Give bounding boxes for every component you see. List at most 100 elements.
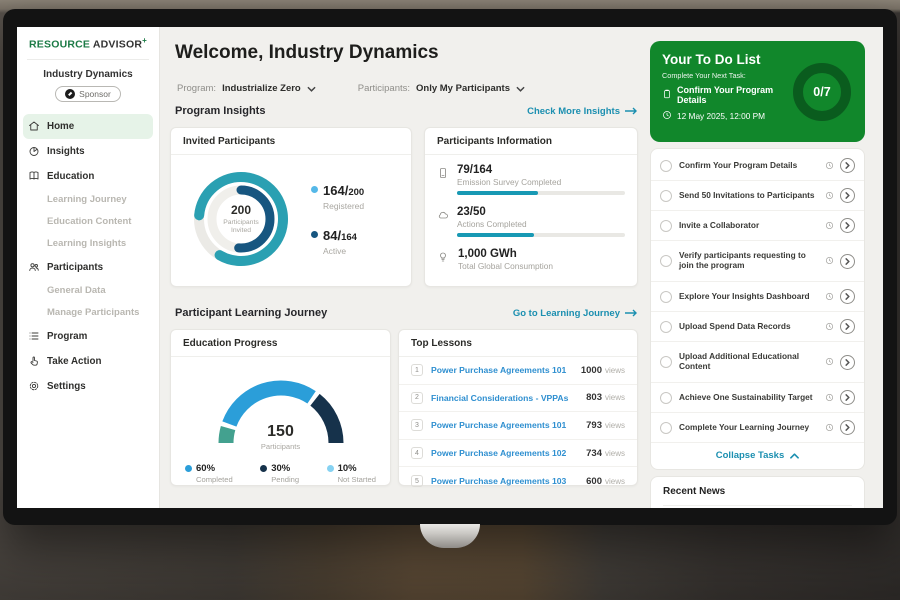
task-row[interactable]: Complete Your Learning Journey — [651, 413, 864, 443]
sponsor-badge-label: Sponsor — [79, 88, 111, 99]
sidebar: RESOURCE ADVISOR+ Industry Dynamics Spon… — [17, 27, 160, 508]
sponsor-badge[interactable]: Sponsor — [55, 85, 121, 102]
sidebar-item-manage-participants[interactable]: Manage Participants — [47, 307, 140, 318]
sidebar-item-settings[interactable]: Settings — [17, 374, 159, 399]
chevron-down-icon — [307, 79, 316, 97]
education-icon — [28, 170, 40, 182]
task-go-button[interactable] — [840, 289, 855, 304]
todo-title: Your To Do List — [662, 52, 761, 67]
participants-information-title: Participants Information — [425, 128, 637, 155]
sidebar-item-participants[interactable]: Participants — [17, 255, 159, 280]
task-checkbox[interactable] — [660, 159, 672, 172]
task-row[interactable]: Achieve One Sustainability Target — [651, 383, 864, 413]
active-dot — [311, 231, 318, 238]
sidebar-item-education-content[interactable]: Education Content — [47, 216, 132, 227]
task-due-icon — [825, 353, 834, 371]
task-checkbox[interactable] — [660, 421, 672, 434]
insights-icon — [28, 145, 40, 157]
completed-dot — [185, 465, 192, 472]
task-go-button[interactable] — [840, 319, 855, 334]
task-checkbox[interactable] — [660, 290, 672, 303]
task-checkbox[interactable] — [660, 356, 672, 368]
sidebar-item-program[interactable]: Program — [17, 324, 159, 349]
todo-next-task[interactable]: Confirm Your Program Details — [662, 85, 853, 105]
sidebar-item-learning-journey[interactable]: Learning Journey — [47, 194, 127, 205]
rank-badge: 2 — [411, 391, 423, 404]
check-more-insights-link[interactable]: Check More Insights — [527, 106, 638, 117]
lesson-link[interactable]: Power Purchase Agreements 101 — [431, 365, 567, 376]
todo-summary-card: Your To Do List Complete Your Next Task:… — [650, 41, 865, 142]
lesson-link[interactable]: Power Purchase Agreements 101 — [431, 420, 567, 431]
rank-badge: 1 — [411, 364, 423, 377]
task-row[interactable]: Explore Your Insights Dashboard — [651, 282, 864, 312]
task-checkbox[interactable] — [660, 255, 672, 267]
task-due-icon — [825, 389, 834, 407]
education-progress-title: Education Progress — [171, 330, 390, 357]
top-lessons-list: 1 Power Purchase Agreements 101 1000 vie… — [399, 357, 637, 495]
task-go-button[interactable] — [840, 158, 855, 173]
sidebar-item-education[interactable]: Education — [17, 164, 159, 189]
app-logo: RESOURCE ADVISOR+ — [17, 36, 159, 51]
gauge-center-value: 150 — [267, 423, 294, 440]
program-select[interactable]: Program: Industrialize Zero — [177, 79, 316, 97]
logo-plus: + — [142, 36, 147, 45]
task-row[interactable]: Send 50 Invitations to Participants — [651, 181, 864, 211]
todo-progress-value: 0/7 — [813, 85, 831, 99]
learning-journey-header: Participant Learning Journey Go to Learn… — [175, 307, 638, 319]
filters-row: Program: Industrialize Zero Participants… — [177, 79, 525, 97]
lesson-row[interactable]: 2 Financial Considerations - VPPAs 803 v… — [399, 385, 637, 413]
lesson-link[interactable]: Power Purchase Agreements 103 — [431, 476, 567, 487]
task-due-icon — [825, 318, 834, 336]
collapse-tasks-link[interactable]: Collapse Tasks — [651, 443, 864, 468]
lesson-row[interactable]: 3 Power Purchase Agreements 101 793 view… — [399, 412, 637, 440]
rank-badge: 5 — [411, 475, 423, 488]
task-checkbox[interactable] — [660, 320, 672, 333]
clipboard-icon — [662, 89, 672, 101]
todo-progress-ring: 0/7 — [793, 63, 851, 121]
gear-icon — [28, 380, 40, 392]
task-go-button[interactable] — [840, 253, 855, 269]
task-checkbox[interactable] — [660, 391, 672, 404]
sidebar-item-learning-insights[interactable]: Learning Insights — [47, 238, 127, 249]
task-due-icon — [825, 252, 834, 270]
sidebar-item-general-data[interactable]: General Data — [47, 285, 106, 296]
legend-registered: 164/200 Registered — [311, 182, 364, 211]
dashboard-screen: RESOURCE ADVISOR+ Industry Dynamics Spon… — [17, 27, 883, 508]
go-to-learning-journey-link[interactable]: Go to Learning Journey — [513, 308, 638, 319]
task-checkbox[interactable] — [660, 189, 672, 202]
actions-completed-row: 23/50 Actions Completed — [437, 206, 625, 237]
sidebar-item-take-action[interactable]: Take Action — [17, 349, 159, 374]
task-go-button[interactable] — [840, 420, 855, 435]
task-row[interactable]: Confirm Your Program Details — [651, 151, 864, 181]
lesson-row[interactable]: 1 Power Purchase Agreements 101 1000 vie… — [399, 357, 637, 385]
lesson-row[interactable]: 5 Power Purchase Agreements 103 600 view… — [399, 467, 637, 495]
participants-icon — [28, 261, 40, 273]
task-row[interactable]: Verify participants requesting to join t… — [651, 241, 864, 282]
cloud-icon — [437, 208, 449, 237]
task-row[interactable]: Upload Additional Educational Content — [651, 342, 864, 383]
task-row[interactable]: Upload Spend Data Records — [651, 312, 864, 342]
sponsor-badge-icon — [65, 88, 76, 99]
participants-label: Participants: — [357, 82, 411, 94]
lesson-link[interactable]: Power Purchase Agreements 102 — [431, 448, 567, 459]
task-checkbox[interactable] — [660, 219, 672, 232]
task-go-button[interactable] — [840, 188, 855, 203]
sidebar-menu: Home Insights Education Learning Journey… — [17, 113, 159, 399]
participants-select[interactable]: Participants: Only My Participants — [358, 79, 525, 97]
task-go-button[interactable] — [840, 354, 855, 370]
task-row[interactable]: Invite a Collaborator — [651, 211, 864, 241]
task-due-icon — [825, 217, 834, 235]
sidebar-item-insights[interactable]: Insights — [17, 139, 159, 164]
task-go-button[interactable] — [840, 218, 855, 233]
pending-dot — [260, 465, 268, 472]
arrow-right-icon — [625, 309, 637, 317]
sidebar-item-home[interactable]: Home — [23, 113, 153, 139]
task-go-button[interactable] — [840, 390, 855, 405]
invited-participants-card: Invited Participants 200 Participants In… — [170, 127, 412, 287]
participants-value: Only My Participants — [416, 82, 510, 94]
task-due-icon — [825, 187, 834, 205]
emission-survey-row: 79/164 Emission Survey Completed — [437, 164, 625, 195]
lesson-row[interactable]: 4 Power Purchase Agreements 102 734 view… — [399, 440, 637, 468]
lesson-link[interactable]: Financial Considerations - VPPAs — [431, 392, 569, 403]
rank-badge: 4 — [411, 447, 423, 460]
